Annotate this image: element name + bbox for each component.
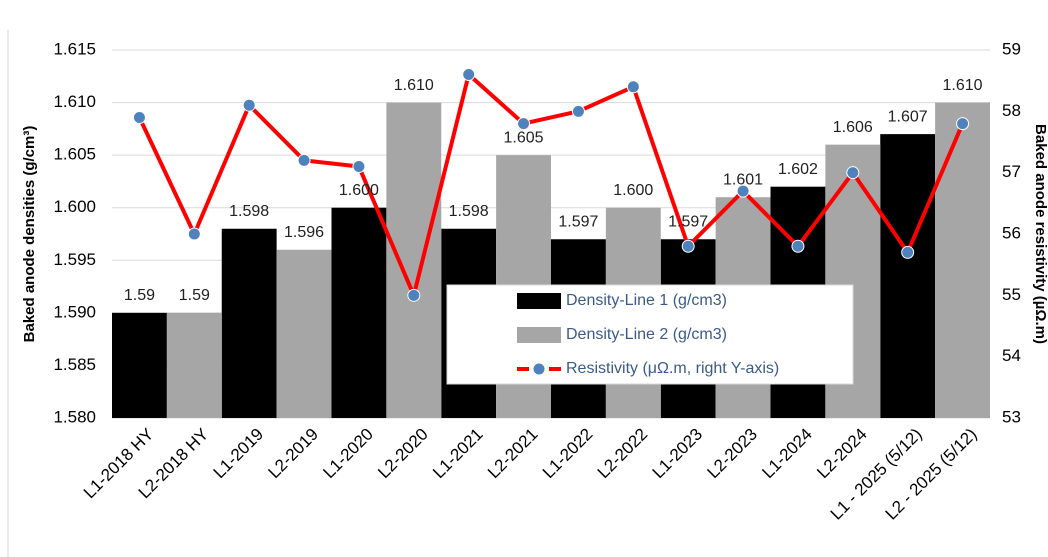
legend-label: Resistivity (μΩ.m, right Y-axis) xyxy=(566,360,779,377)
lines xyxy=(132,68,970,302)
x-tick-label: L1-2021 xyxy=(429,425,487,483)
data-label: 1.610 xyxy=(394,77,434,94)
x-tick-label: L2-2020 xyxy=(374,425,432,483)
marker xyxy=(407,288,421,302)
marker xyxy=(462,68,476,82)
x-tick-label: L1-2022 xyxy=(539,425,597,483)
data-label: 1.598 xyxy=(449,203,489,220)
marker xyxy=(626,80,640,94)
marker xyxy=(956,117,970,131)
legend-marker xyxy=(532,362,546,376)
marker xyxy=(187,227,201,241)
x-tick-label: L1-2024 xyxy=(758,425,816,483)
marker xyxy=(132,110,146,124)
data-label: 1.600 xyxy=(339,182,379,199)
data-label: 1.59 xyxy=(124,287,155,304)
x-tick-label: L2-2022 xyxy=(594,425,652,483)
y-tick-label: 1.615 xyxy=(53,39,96,58)
legend-swatch xyxy=(517,327,561,343)
data-label: 1.597 xyxy=(668,213,708,230)
bar xyxy=(221,228,277,418)
legend-swatch xyxy=(517,293,561,309)
legend: Density-Line 1 (g/cm3) Density-Line 2 (g/… xyxy=(446,284,854,385)
bar xyxy=(880,134,936,418)
y-tick-label: 1.610 xyxy=(53,92,96,111)
data-label: 1.610 xyxy=(943,77,983,94)
data-label: 1.601 xyxy=(723,171,763,188)
marker xyxy=(846,166,860,180)
bar xyxy=(166,312,222,418)
y-tick-label: 1.585 xyxy=(53,355,96,374)
x-tick-label: L2-2019 xyxy=(265,425,323,483)
data-label: 1.59 xyxy=(179,287,210,304)
y2-tick-label: 59 xyxy=(1002,39,1021,58)
marker xyxy=(791,239,805,253)
y2-tick-label: 53 xyxy=(1002,407,1021,426)
marker xyxy=(736,184,750,198)
x-tick-label: L2-2023 xyxy=(704,425,762,483)
bar xyxy=(112,312,167,418)
data-label: 1.607 xyxy=(888,108,928,125)
x-tick-label: L1-2019 xyxy=(210,425,268,483)
x-tick-label: L2-2021 xyxy=(484,425,542,483)
y2-tick-label: 55 xyxy=(1002,285,1021,304)
data-label: 1.597 xyxy=(558,213,598,230)
legend-box xyxy=(446,284,854,385)
marker xyxy=(297,153,311,167)
data-label: 1.596 xyxy=(284,224,324,241)
x-tick-label: L1-2023 xyxy=(649,425,707,483)
y-tick-label: 1.600 xyxy=(53,197,96,216)
data-label: 1.600 xyxy=(613,182,653,199)
marker xyxy=(681,239,695,253)
marker xyxy=(242,98,256,112)
marker xyxy=(517,117,531,131)
y-tick-label: 1.580 xyxy=(53,407,96,426)
data-label: 1.606 xyxy=(833,119,873,136)
y-tick-label: 1.605 xyxy=(53,145,96,164)
y2-tick-label: 56 xyxy=(1002,223,1021,242)
bar xyxy=(331,207,387,418)
legend-label: Density-Line 2 (g/cm3) xyxy=(566,326,727,343)
legend-label: Density-Line 1 (g/cm3) xyxy=(566,292,727,309)
y-tick-label: 1.590 xyxy=(53,302,96,321)
x-tick-label: L1-2020 xyxy=(319,425,377,483)
line xyxy=(137,72,965,298)
y2-tick-label: 54 xyxy=(1002,346,1021,365)
y2-tick-label: 58 xyxy=(1002,101,1021,120)
marker xyxy=(901,245,915,259)
bar xyxy=(386,102,442,419)
y2-tick-label: 57 xyxy=(1002,162,1021,181)
bar xyxy=(276,249,332,418)
marker xyxy=(571,104,585,118)
data-label: 1.598 xyxy=(229,203,269,220)
data-label: 1.605 xyxy=(504,129,544,146)
y-axis-label: Baked anode densities (g/cm³) xyxy=(21,126,38,343)
y2-axis-label: Baked anode resistivity (µΩ.m) xyxy=(1032,124,1048,344)
data-label: 1.602 xyxy=(778,161,818,178)
y-tick-label: 1.595 xyxy=(53,250,96,269)
marker xyxy=(352,160,366,174)
bar xyxy=(935,102,990,419)
